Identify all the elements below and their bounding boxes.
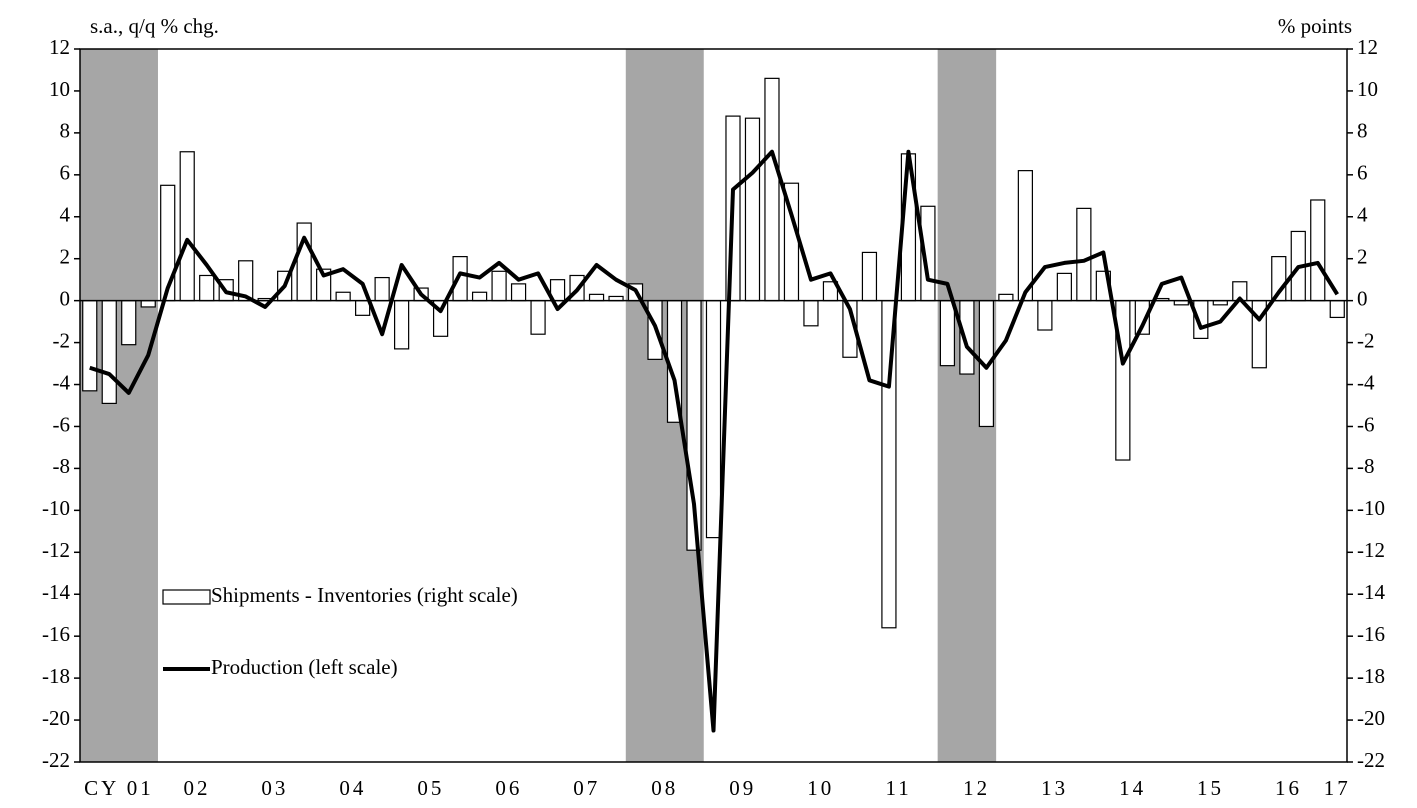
- x-tick-label: 12: [963, 776, 990, 800]
- legend-label: Shipments - Inventories (right scale): [211, 583, 518, 607]
- bar: [179, 151, 195, 302]
- legend-swatch: [162, 589, 211, 605]
- y-tick-label: -22: [42, 748, 70, 772]
- y2-tick-label: -2: [1357, 328, 1375, 352]
- x-tick-label: 09: [729, 776, 756, 800]
- y-tick-label: 10: [49, 77, 70, 101]
- x-tick-label: 15: [1197, 776, 1224, 800]
- y-tick-label: -6: [53, 412, 71, 436]
- bar: [296, 222, 312, 302]
- bar: [861, 251, 878, 302]
- y-tick-label: 8: [60, 119, 71, 143]
- bar: [1310, 199, 1326, 302]
- y2-tick-label: 2: [1357, 245, 1368, 269]
- x-tick-label: 02: [183, 776, 210, 800]
- bar: [1037, 300, 1053, 331]
- bar: [510, 283, 527, 302]
- bar: [744, 117, 761, 302]
- bar: [199, 274, 215, 302]
- bar: [1329, 300, 1345, 319]
- legend-label: Production (left scale): [211, 655, 398, 679]
- bar: [530, 300, 546, 335]
- bar: [705, 300, 722, 539]
- y-tick-label: -4: [53, 370, 71, 394]
- x-tick-label: 14: [1119, 776, 1146, 800]
- y2-tick-label: 12: [1357, 35, 1378, 59]
- bar: [1076, 207, 1092, 302]
- bar: [355, 300, 371, 316]
- bar: [121, 300, 137, 346]
- bar: [374, 276, 390, 302]
- y2-tick-label: 0: [1357, 286, 1368, 310]
- y-tick-label: -16: [42, 622, 70, 646]
- y-tick-label: 4: [60, 203, 71, 227]
- y2-tick-label: -8: [1357, 454, 1375, 478]
- x-tick-label: 04: [339, 776, 366, 800]
- y-tick-label: -2: [53, 328, 71, 352]
- x-tick-label: CY 01: [84, 776, 154, 800]
- y-tick-label: -20: [42, 706, 70, 730]
- x-tick-label: 10: [807, 776, 834, 800]
- y2-tick-label: 6: [1357, 161, 1368, 185]
- y2-tick-label: -14: [1357, 580, 1385, 604]
- bar: [82, 300, 98, 392]
- y-tick-label: 6: [60, 161, 71, 185]
- y-tick-label: -10: [42, 496, 70, 520]
- bar: [101, 300, 117, 405]
- y-tick-label: 2: [60, 245, 71, 269]
- y2-tick-label: -22: [1357, 748, 1385, 772]
- y-tick-label: -12: [42, 538, 70, 562]
- y2-tick-label: -20: [1357, 706, 1385, 730]
- x-tick-label: 08: [651, 776, 678, 800]
- x-tick-label: 03: [261, 776, 288, 800]
- y2-tick-label: -6: [1357, 412, 1375, 436]
- y2-tick-label: 10: [1357, 77, 1378, 101]
- bar: [803, 300, 819, 327]
- bar: [939, 300, 956, 367]
- y-tick-label: 12: [49, 35, 70, 59]
- x-tick-label: 16: [1275, 776, 1302, 800]
- y-tick-label: -18: [42, 664, 70, 688]
- x-tick-label: 07: [573, 776, 600, 800]
- bar: [1056, 272, 1072, 302]
- x-tick-label: 13: [1041, 776, 1068, 800]
- x-tick-label: 17: [1324, 776, 1351, 800]
- y2-tick-label: -4: [1357, 370, 1375, 394]
- bar: [998, 293, 1014, 302]
- y2-tick-label: 4: [1357, 203, 1368, 227]
- y-tick-label: -14: [42, 580, 70, 604]
- y2-tick-label: -10: [1357, 496, 1385, 520]
- bar: [394, 300, 410, 350]
- line: [89, 149, 1339, 733]
- y-tick-label: 0: [60, 286, 71, 310]
- bar: [491, 270, 507, 302]
- y2-tick-label: -12: [1357, 538, 1385, 562]
- y-tick-label: -8: [53, 454, 71, 478]
- x-tick-label: 11: [886, 776, 912, 800]
- shaded-period: [80, 49, 158, 762]
- x-tick-label: 05: [417, 776, 444, 800]
- x-tick-label: 06: [495, 776, 522, 800]
- bar: [335, 291, 351, 302]
- y2-tick-label: 8: [1357, 119, 1368, 143]
- bar: [1017, 170, 1033, 302]
- bar: [140, 300, 156, 308]
- y2-tick-label: -18: [1357, 664, 1385, 688]
- plot-frame: [79, 48, 1348, 763]
- bar: [764, 77, 780, 302]
- y2-tick-label: -16: [1357, 622, 1385, 646]
- y-axis-label: s.a., q/q % chg.: [90, 14, 219, 38]
- bar: [588, 293, 605, 302]
- bar: [471, 291, 488, 302]
- y2-axis-label: % points: [1278, 14, 1352, 38]
